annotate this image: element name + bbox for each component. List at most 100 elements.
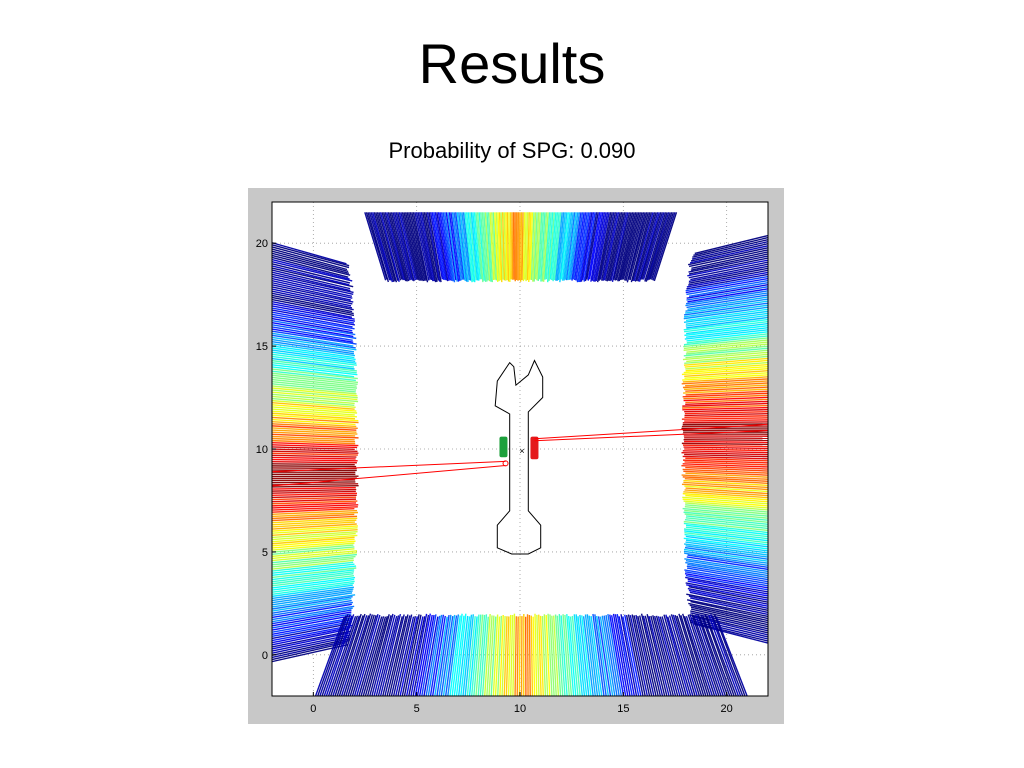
- ray-line: [687, 554, 769, 569]
- ray-line: [684, 437, 769, 440]
- ray-line: [689, 604, 769, 624]
- ray-line: [271, 412, 356, 420]
- ray-line: [393, 212, 412, 280]
- ray-line: [271, 294, 353, 313]
- ray-line: [629, 212, 649, 281]
- ray-line: [453, 615, 465, 697]
- y-tick-label: 0: [262, 650, 268, 662]
- ray-line: [358, 616, 383, 697]
- ray-line: [583, 212, 596, 282]
- ray-line: [434, 616, 448, 697]
- ray-line: [271, 521, 355, 528]
- ray-line: [271, 416, 359, 424]
- ray-line: [684, 372, 769, 379]
- ray-line: [382, 212, 403, 280]
- ray-line: [681, 378, 769, 385]
- ray-line: [271, 351, 357, 364]
- ray-line: [271, 584, 353, 598]
- ray-line: [579, 212, 592, 283]
- ray-line: [686, 271, 769, 288]
- y-tick-label: 5: [262, 547, 268, 559]
- ray-line: [558, 613, 566, 697]
- ray-line: [481, 212, 488, 282]
- ray-line: [684, 572, 769, 589]
- ray-line: [681, 417, 769, 420]
- ray-line: [271, 328, 354, 343]
- ray-line: [685, 576, 769, 593]
- ray-line: [450, 212, 461, 281]
- ray-line: [683, 335, 769, 346]
- ray-line: [271, 452, 358, 456]
- ray-line: [684, 410, 769, 415]
- ray-line: [627, 614, 646, 697]
- ray-line: [690, 243, 769, 262]
- ray-line: [612, 613, 629, 697]
- ray-line: [636, 212, 657, 282]
- ray-line: [575, 212, 587, 281]
- ray-line: [685, 277, 769, 294]
- ray-line: [271, 307, 355, 324]
- ray-line: [271, 456, 356, 460]
- ray-line: [684, 546, 769, 560]
- ray-line: [580, 212, 593, 282]
- ray-line: [271, 336, 357, 351]
- ray-line: [399, 616, 418, 697]
- ray-line: [534, 613, 538, 697]
- ray-line: [494, 212, 499, 282]
- ray-line: [704, 614, 735, 697]
- ray-line: [695, 614, 724, 697]
- figure-panel: × 0 5 10 15 20 0 5 10 15 20: [248, 188, 784, 724]
- ray-line: [271, 284, 354, 303]
- ray-line: [683, 481, 769, 489]
- ray-line: [271, 330, 357, 345]
- ray-line: [271, 628, 349, 646]
- ray-line: [271, 532, 356, 541]
- ray-line: [626, 212, 646, 283]
- ray-line: [631, 614, 651, 697]
- ray-line: [271, 527, 358, 534]
- ray-line: [688, 586, 769, 603]
- ray-line: [330, 615, 359, 697]
- ray-line: [683, 520, 769, 532]
- ray-line: [319, 614, 349, 697]
- ray-line: [684, 324, 769, 337]
- ray-line: [592, 613, 605, 697]
- ray-line: [682, 492, 769, 501]
- ray-line: [271, 618, 352, 635]
- ray-line: [530, 615, 534, 697]
- ray-line: [271, 372, 359, 384]
- ray-line: [417, 212, 433, 281]
- ray-line: [685, 559, 769, 575]
- ray-line: [644, 212, 667, 282]
- ray-line: [462, 212, 472, 281]
- ray-line: [366, 614, 390, 697]
- ray-line: [271, 578, 355, 591]
- ray-line: [317, 615, 347, 697]
- ray-line: [690, 600, 769, 620]
- ray-line: [414, 212, 430, 281]
- ray-line: [464, 614, 475, 697]
- ray-line: [684, 408, 769, 413]
- ray-line: [576, 212, 588, 283]
- ray-line: [687, 614, 716, 697]
- ray-line: [347, 614, 374, 697]
- ray-line: [271, 571, 354, 583]
- ray-line: [571, 212, 582, 281]
- ray-line: [271, 624, 353, 642]
- ray-line: [271, 597, 352, 612]
- ray-line: [546, 212, 554, 283]
- ray-line: [683, 318, 769, 331]
- ray-line: [271, 366, 355, 378]
- ray-line: [392, 614, 413, 697]
- ray-line: [683, 394, 769, 400]
- ray-line: [641, 212, 664, 280]
- ray-line: [271, 252, 350, 274]
- ray-line: [271, 362, 357, 374]
- ray-line: [685, 390, 769, 396]
- ray-line: [693, 615, 722, 697]
- ray-line: [682, 374, 769, 381]
- ray-line: [481, 616, 489, 697]
- ray-line: [271, 463, 355, 466]
- ray-line: [611, 212, 629, 283]
- ray-line: [683, 341, 769, 351]
